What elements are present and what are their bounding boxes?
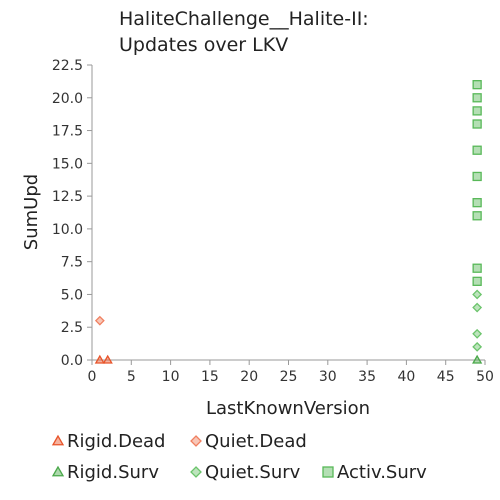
legend-label-rigid-surv: Rigid.Surv — [67, 462, 159, 483]
y-ticks: 0.0 2.5 5.0 7.5 10.0 12.5 15.0 17.5 20.0 22.5 — [52, 58, 92, 369]
legend-marker-quiet-dead — [190, 435, 202, 447]
point-rigid-surv — [472, 354, 483, 364]
point-activ-surv — [472, 106, 482, 116]
legend: Rigid.Dead Quiet.Dead Rigid.Surv Quiet.Surv… — [51, 431, 427, 483]
legend-marker-rigid-dead — [51, 434, 65, 446]
legend-marker-activ-surv — [322, 466, 334, 478]
y-axis-label: SumUpd — [21, 174, 42, 250]
y-tick-label: 7.5 — [61, 255, 83, 271]
y-tick-label: 17.5 — [52, 124, 83, 140]
point-activ-surv — [472, 198, 482, 208]
y-tick-label: 2.5 — [61, 320, 83, 336]
point-activ-surv — [472, 80, 482, 90]
x-tick-label: 30 — [319, 369, 337, 385]
x-tick-label: 10 — [162, 369, 180, 385]
point-activ-surv — [472, 171, 482, 182]
point-quiet-dead — [94, 315, 105, 326]
x-tick-label: 0 — [88, 369, 97, 385]
y-tick-label: 20.0 — [52, 91, 83, 107]
point-activ-surv — [472, 211, 482, 221]
legend-marker-quiet-surv — [190, 466, 202, 478]
chart-title-line-2: Updates over LKV — [119, 34, 288, 56]
y-tick-label: 0.0 — [61, 353, 83, 369]
x-tick-label: 5 — [127, 369, 136, 385]
point-quiet-surv — [472, 328, 483, 339]
x-tick-label: 50 — [476, 369, 494, 385]
y-tick-label: 5.0 — [61, 287, 83, 303]
x-tick-label: 25 — [280, 369, 298, 385]
y-tick-label: 10.0 — [52, 222, 83, 238]
x-tick-label: 35 — [358, 369, 376, 385]
x-ticks: 0 5 10 15 20 25 30 35 40 45 50 — [88, 360, 494, 385]
point-activ-surv — [472, 119, 482, 129]
legend-label-quiet-surv: Quiet.Surv — [205, 462, 301, 483]
x-axis-label: LastKnownVersion — [206, 398, 370, 419]
y-tick-label: 22.5 — [52, 58, 83, 74]
y-tick-label: 12.5 — [52, 189, 83, 205]
y-tick-label: 15.0 — [52, 156, 83, 172]
legend-label-quiet-dead: Quiet.Dead — [205, 431, 307, 452]
point-rigid-dead — [102, 354, 113, 364]
point-quiet-surv — [472, 289, 483, 300]
x-tick-label: 45 — [437, 369, 455, 385]
point-activ-surv — [472, 145, 482, 155]
legend-marker-rigid-surv — [51, 465, 65, 477]
point-activ-surv — [472, 263, 482, 273]
chart-title-line-1: HaliteChallenge__Halite-II: — [119, 8, 369, 30]
point-activ-surv — [472, 93, 482, 103]
legend-label-activ-surv: Activ.Surv — [337, 462, 427, 483]
point-quiet-surv — [472, 302, 483, 313]
legend-label-rigid-dead: Rigid.Dead — [67, 431, 165, 452]
x-tick-label: 15 — [201, 369, 219, 385]
point-rigid-dead — [94, 354, 105, 364]
point-quiet-surv — [472, 341, 483, 352]
point-activ-surv — [472, 276, 482, 286]
x-tick-label: 40 — [397, 369, 415, 385]
data-points — [94, 80, 483, 364]
x-tick-label: 20 — [240, 369, 258, 385]
